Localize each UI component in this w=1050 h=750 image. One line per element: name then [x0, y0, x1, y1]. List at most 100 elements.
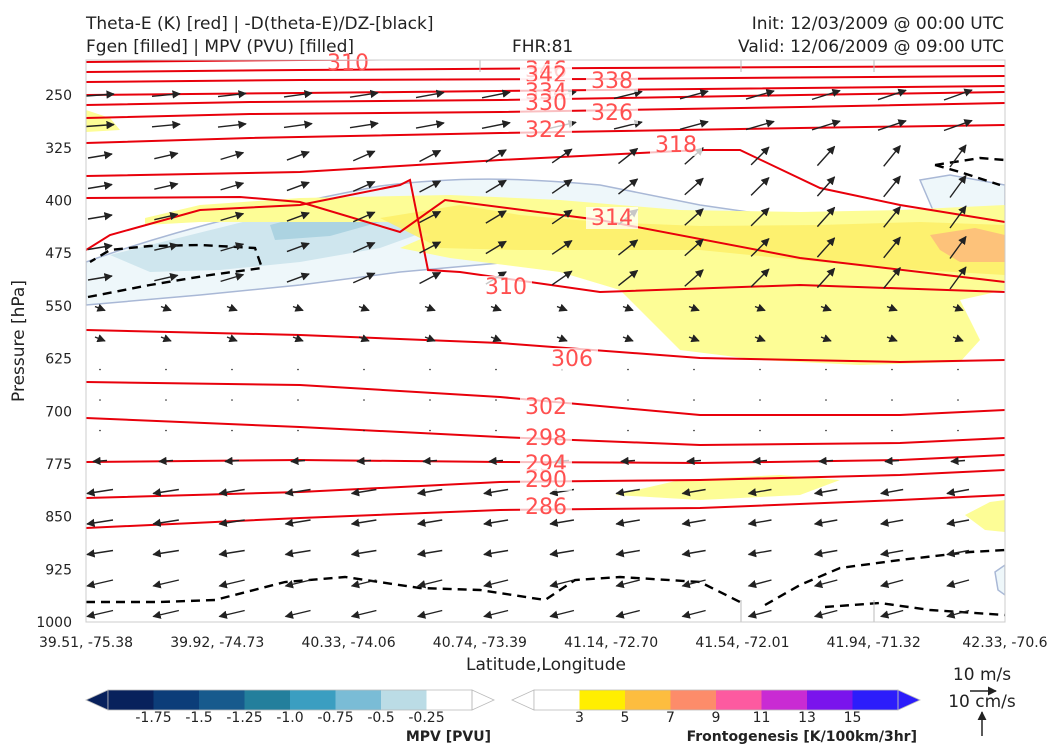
wind-vector	[483, 609, 509, 619]
wind-vector	[419, 210, 442, 224]
theta-e-line	[86, 417, 1005, 447]
theta-e-line	[86, 149, 1005, 223]
wind-vector	[490, 334, 502, 343]
wind-vector	[154, 150, 179, 160]
wind-vector	[87, 273, 113, 282]
wind-vector	[226, 303, 238, 312]
wind-vector	[485, 179, 507, 194]
wind-vector	[820, 334, 832, 343]
colorbar-segment	[579, 690, 626, 710]
dashed-contour-lower-right	[764, 548, 1005, 607]
theta-e-contour-label: 338	[591, 69, 633, 94]
y-tick-label: 400	[45, 194, 72, 210]
wind-vector	[551, 240, 573, 255]
wind-vector	[883, 145, 901, 167]
wind-vector	[485, 210, 507, 224]
wind-vector	[416, 609, 443, 619]
wind-vector	[218, 549, 245, 558]
wind-vector	[158, 456, 174, 466]
wind-vector-dot	[693, 429, 695, 432]
y-tick-label: 625	[45, 352, 72, 368]
wind-vector	[160, 303, 172, 312]
wind-vector-dot	[99, 399, 101, 401]
wind-vector	[615, 518, 640, 527]
wind-vector-dot	[627, 399, 629, 401]
wind-vector	[688, 334, 700, 343]
wind-vector	[946, 518, 970, 527]
colorbar-tick-label: 13	[798, 710, 816, 726]
colorbar-tick-label: 7	[666, 710, 675, 726]
colorbar-tick-label: -1.75	[135, 710, 171, 726]
wind-vector	[950, 456, 966, 466]
wind-vector	[816, 145, 836, 167]
wind-vector	[220, 181, 245, 191]
colorbar-tick-label: 15	[844, 710, 862, 726]
theta-e-contour-label: 322	[525, 118, 567, 143]
y-tick-label: 1000	[36, 615, 72, 631]
theta-e-line	[86, 60, 451, 63]
wind-vector	[747, 609, 772, 619]
colorbar-segment	[807, 690, 853, 710]
colorbar-segment	[426, 690, 473, 710]
wind-vector-dot	[165, 429, 167, 432]
wind-vector-dot	[627, 368, 629, 371]
wind-vector	[551, 148, 573, 164]
colorbar-tick-label: -1.0	[276, 710, 303, 726]
theta-e-contour-label: 326	[591, 101, 633, 126]
wind-vector	[620, 456, 636, 466]
wind-vector	[352, 150, 376, 162]
wind-vector	[750, 237, 770, 257]
contour-label-bg	[520, 119, 572, 141]
wind-vector	[87, 181, 113, 190]
wind-vector	[284, 609, 311, 619]
wind-vector	[811, 119, 841, 131]
wind-vector	[485, 149, 507, 163]
wind-vector	[681, 579, 706, 589]
wind-vector	[949, 174, 967, 198]
stability-dashed-contours	[86, 156, 1005, 617]
wind-vector	[292, 334, 304, 343]
theta-e-line	[86, 469, 1005, 499]
wind-vector	[292, 303, 304, 312]
wind-vector	[352, 180, 376, 192]
wind-vector	[94, 303, 106, 312]
wind-vector	[615, 609, 640, 619]
colorbar-tick-label: -0.5	[367, 710, 394, 726]
wind-vector	[151, 120, 181, 130]
wind-vector-dot	[429, 368, 431, 371]
wind-vector	[352, 272, 376, 284]
wind-vector	[880, 488, 904, 497]
wind-vector	[886, 303, 898, 312]
wind-vector	[946, 549, 970, 558]
wind-vector-dot	[495, 429, 497, 432]
wind-vector	[613, 89, 643, 100]
wind-vector	[488, 456, 504, 466]
wind-vector	[483, 579, 509, 589]
y-axis-ticks: 250 325 400 475 550 625 700 775 850 925 1000	[36, 88, 72, 631]
contour-label-bg	[586, 207, 638, 229]
wind-vector	[750, 268, 770, 288]
wind-vector	[884, 456, 900, 466]
x-tick-label: 41.14, -72.70	[564, 635, 658, 651]
init-time: Init: 12/03/2009 @ 00:00 UTC	[751, 14, 1004, 34]
wind-vector	[818, 456, 834, 466]
dashed-contour-lower-right-2	[824, 601, 1005, 617]
wind-vector	[358, 334, 370, 343]
y-tick-label: 475	[45, 246, 72, 262]
wind-vector	[286, 181, 310, 192]
colorbar-extend-right	[897, 689, 921, 711]
wind-vector	[943, 88, 973, 101]
wind-vector-dot	[429, 429, 431, 432]
wind-vector	[880, 609, 904, 619]
contour-label-bg	[586, 102, 638, 124]
wind-vector	[952, 334, 964, 343]
wind-vector	[350, 609, 377, 619]
wind-vector	[481, 120, 511, 130]
wind-vector	[419, 180, 442, 193]
wind-vector	[816, 237, 836, 258]
wind-vector	[217, 120, 247, 129]
wind-vector	[86, 488, 114, 497]
wind-vector	[286, 242, 310, 253]
wind-vector	[483, 518, 509, 527]
wind-vector	[877, 88, 907, 101]
